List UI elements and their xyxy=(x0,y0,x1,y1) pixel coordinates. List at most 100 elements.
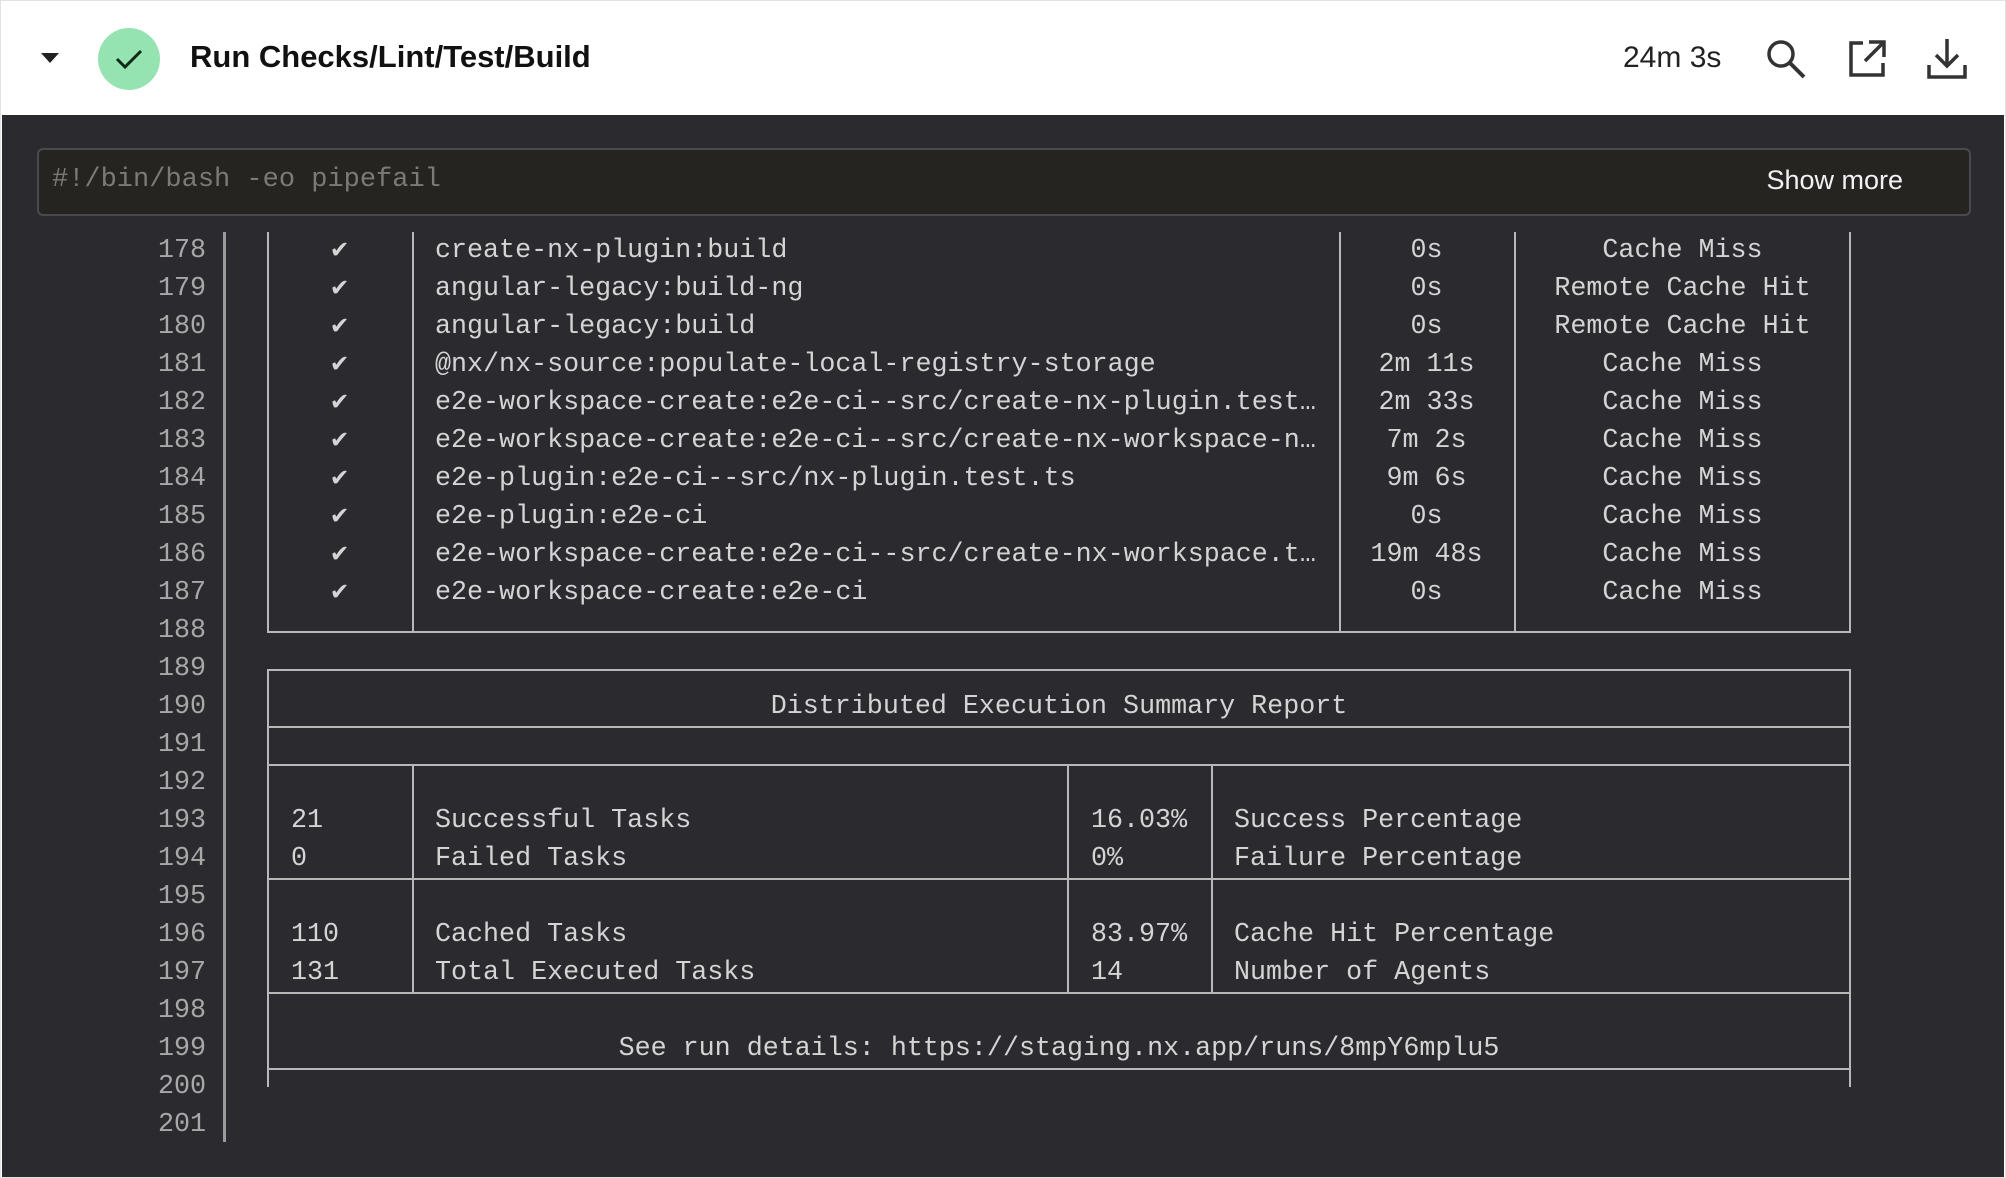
gutter-divider xyxy=(223,232,226,1142)
task-duration: 19m 48s xyxy=(1370,540,1483,570)
summary-count: 131 xyxy=(291,958,340,988)
line-number: 199 xyxy=(157,1034,206,1064)
line-number: 189 xyxy=(157,654,206,684)
summary-label: Cached Tasks xyxy=(435,920,628,950)
task-cache-status: Cache Miss xyxy=(1602,578,1763,608)
table-border xyxy=(267,232,269,631)
task-name: e2e-plugin:e2e-ci xyxy=(435,502,708,532)
summary-count: 0 xyxy=(291,844,308,874)
step-header[interactable]: Run Checks/Lint/Test/Build 24m 3s xyxy=(1,1,2005,114)
command-box: #!/bin/bash -eo pipefail Show more xyxy=(37,148,1971,216)
summary-label: Successful Tasks xyxy=(435,806,692,836)
external-link-icon[interactable] xyxy=(1845,37,1889,81)
task-duration: 0s xyxy=(1410,578,1443,608)
task-cache-status: Remote Cache Hit xyxy=(1554,312,1811,342)
line-number: 196 xyxy=(157,920,206,950)
line-number: 195 xyxy=(157,882,206,912)
task-check: ✔ xyxy=(331,426,348,456)
summary-value-label: Number of Agents xyxy=(1234,958,1491,988)
line-number: 186 xyxy=(157,540,206,570)
task-name: e2e-plugin:e2e-ci--src/nx-plugin.test.ts xyxy=(435,464,1076,494)
table-border xyxy=(1514,232,1516,631)
task-cache-status: Cache Miss xyxy=(1602,388,1763,418)
chevron-down-icon[interactable] xyxy=(41,53,59,63)
table-border xyxy=(1849,232,1851,631)
task-cache-status: Cache Miss xyxy=(1602,540,1763,570)
line-number: 180 xyxy=(157,312,206,342)
line-number: 192 xyxy=(157,768,206,798)
line-number: 198 xyxy=(157,996,206,1026)
task-name: e2e-workspace-create:e2e-ci--src/create-… xyxy=(435,540,1316,570)
task-cache-status: Cache Miss xyxy=(1602,236,1763,266)
summary-count: 110 xyxy=(291,920,340,950)
line-number: 185 xyxy=(157,502,206,532)
task-cache-status: Cache Miss xyxy=(1602,350,1763,380)
task-check: ✔ xyxy=(331,502,348,532)
line-number: 179 xyxy=(157,274,206,304)
summary-border xyxy=(267,878,1851,880)
line-number: 188 xyxy=(157,616,206,646)
line-number: 201 xyxy=(157,1110,206,1140)
summary-value-label: Success Percentage xyxy=(1234,806,1523,836)
line-number: 184 xyxy=(157,464,206,494)
task-check: ✔ xyxy=(331,388,348,418)
task-duration: 9m 6s xyxy=(1386,464,1467,494)
task-duration: 0s xyxy=(1410,236,1443,266)
search-icon[interactable] xyxy=(1764,37,1808,81)
line-number: 193 xyxy=(157,806,206,836)
task-name: e2e-workspace-create:e2e-ci--src/create-… xyxy=(435,426,1316,456)
task-duration: 2m 33s xyxy=(1378,388,1475,418)
summary-value-label: Failure Percentage xyxy=(1234,844,1523,874)
summary-border xyxy=(267,992,1851,994)
summary-count: 21 xyxy=(291,806,324,836)
table-border xyxy=(412,232,414,631)
task-duration: 2m 11s xyxy=(1378,350,1475,380)
command-text: #!/bin/bash -eo pipefail xyxy=(52,165,441,195)
task-duration: 7m 2s xyxy=(1386,426,1467,456)
line-number: 190 xyxy=(157,692,206,722)
step-duration: 24m 3s xyxy=(1623,41,1722,74)
task-cache-status: Remote Cache Hit xyxy=(1554,274,1811,304)
line-number: 194 xyxy=(157,844,206,874)
table-border xyxy=(267,631,1851,633)
line-number: 187 xyxy=(157,578,206,608)
line-number: 181 xyxy=(157,350,206,380)
task-check: ✔ xyxy=(331,578,348,608)
task-check: ✔ xyxy=(331,236,348,266)
line-number: 182 xyxy=(157,388,206,418)
task-check: ✔ xyxy=(331,540,348,570)
log-output xyxy=(2,115,2004,1177)
show-more-button[interactable]: Show more xyxy=(1766,165,1903,195)
summary-title: Distributed Execution Summary Report xyxy=(770,692,1348,722)
task-check: ✔ xyxy=(331,274,348,304)
line-number: 178 xyxy=(157,236,206,266)
summary-border xyxy=(267,669,1851,671)
summary-value: 0% xyxy=(1091,844,1124,874)
task-duration: 0s xyxy=(1410,502,1443,532)
download-icon[interactable] xyxy=(1925,37,1969,81)
summary-border xyxy=(412,764,414,992)
task-check: ✔ xyxy=(331,350,348,380)
task-name: create-nx-plugin:build xyxy=(435,236,788,266)
summary-value: 14 xyxy=(1091,958,1124,988)
task-cache-status: Cache Miss xyxy=(1602,426,1763,456)
summary-label: Total Executed Tasks xyxy=(435,958,756,988)
line-number: 191 xyxy=(157,730,206,760)
run-details-link[interactable]: See run details: https://staging.nx.app/… xyxy=(618,1034,1500,1064)
summary-border xyxy=(1211,764,1213,992)
task-cache-status: Cache Miss xyxy=(1602,502,1763,532)
task-name: e2e-workspace-create:e2e-ci xyxy=(435,578,868,608)
table-border xyxy=(1339,232,1341,631)
task-name: e2e-workspace-create:e2e-ci--src/create-… xyxy=(435,388,1316,418)
summary-border xyxy=(267,764,1851,766)
task-cache-status: Cache Miss xyxy=(1602,464,1763,494)
task-duration: 0s xyxy=(1410,312,1443,342)
line-number: 197 xyxy=(157,958,206,988)
line-number: 200 xyxy=(157,1072,206,1102)
summary-border xyxy=(267,726,1851,728)
task-check: ✔ xyxy=(331,464,348,494)
summary-value-label: Cache Hit Percentage xyxy=(1234,920,1555,950)
summary-border xyxy=(1067,764,1069,992)
task-name: angular-legacy:build-ng xyxy=(435,274,804,304)
